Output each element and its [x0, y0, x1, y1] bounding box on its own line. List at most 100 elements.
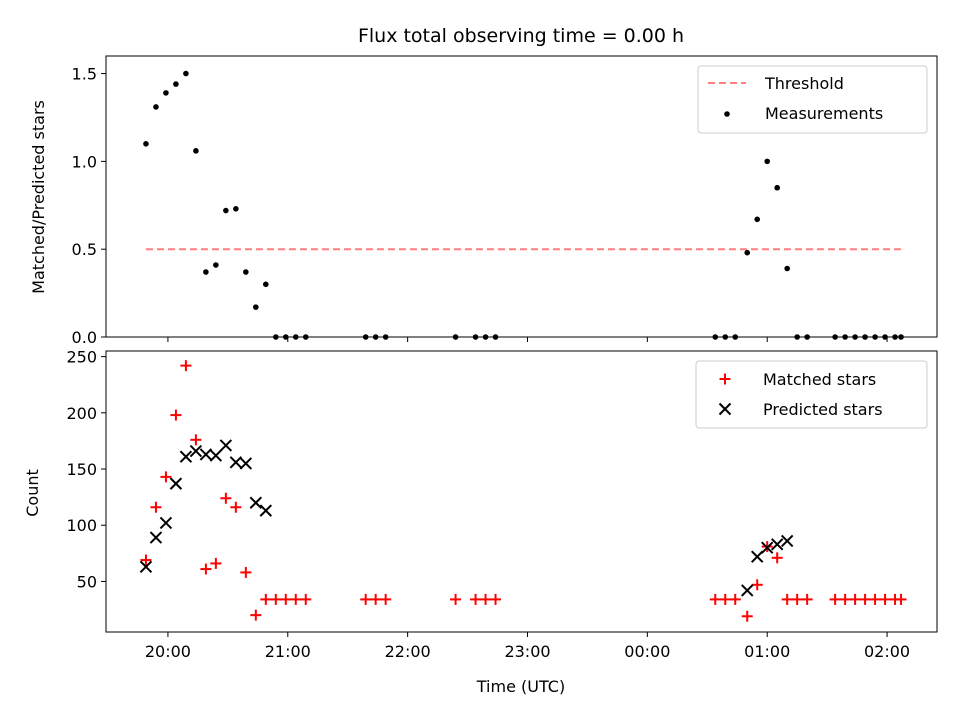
predicted-stars-point [780, 534, 794, 548]
x-tick-label: 21:00 [265, 642, 311, 661]
predicted-stars-point [229, 456, 243, 469]
matched-stars-point [829, 593, 841, 605]
measurement-point [173, 81, 179, 87]
predicted-stars-point [139, 560, 153, 574]
predicted-stars-point-b [741, 584, 754, 597]
top-y-tick-label: 0.5 [72, 240, 97, 259]
matched-stars-point [709, 593, 721, 605]
matched-stars-point [791, 593, 803, 605]
matched-stars-point [781, 593, 793, 605]
measurement-point [223, 207, 229, 214]
x-tick-label: 01:00 [744, 642, 790, 661]
predicted-stars-point-b [179, 450, 193, 463]
measurement-point [744, 249, 751, 256]
measurement-point [832, 334, 838, 340]
measurement-point [712, 334, 719, 340]
measurement-point [183, 70, 189, 77]
top-y-tick-label: 1.0 [72, 152, 97, 171]
matched-stars-point [260, 593, 272, 605]
matched-stars-point [230, 501, 242, 513]
predicted-stars-point [189, 444, 203, 458]
measurement-point [193, 148, 199, 154]
matched-stars-point [160, 471, 172, 483]
predicted-stars-point [179, 450, 193, 463]
measurement-point [143, 141, 149, 147]
x-axis-label: Time (UTC) [476, 677, 565, 696]
predicted-stars-point-b [219, 439, 233, 452]
matched-stars-point [719, 593, 731, 605]
bottom-legend-box [695, 360, 928, 429]
measurement-point [302, 334, 309, 340]
predicted-stars-point [159, 516, 173, 530]
predicted-stars-point [149, 531, 163, 544]
predicted-stars-point [209, 449, 223, 462]
measurement-point [452, 334, 459, 340]
predicted-stars-point [199, 448, 213, 461]
measurement-point [872, 334, 878, 340]
measurement-point [732, 334, 739, 340]
bottom-y-tick-label: 200 [66, 404, 97, 423]
top-y-tick-label: 1.5 [72, 65, 97, 84]
measurement-point [233, 205, 239, 212]
bottom-y-tick-label: 50 [77, 572, 97, 591]
matched-stars-point [210, 557, 222, 569]
predicted-stars-point-b [209, 449, 223, 462]
predicted-stars-point [259, 504, 273, 517]
predicted-stars-point-b [229, 456, 243, 469]
x-tick-label: 22:00 [385, 642, 431, 661]
predicted-stars-point-b [259, 504, 273, 517]
predicted-stars-point [169, 477, 183, 490]
measurement-point [382, 334, 389, 340]
legend-measurements-label: Measurements [765, 104, 883, 123]
measurement-point [862, 334, 868, 340]
measurement-point [263, 281, 269, 288]
measurement-point [243, 269, 249, 275]
matched-stars-point [220, 492, 232, 504]
measurement-point [362, 334, 369, 340]
bottom-panel: 50 100 150 200 250 20:00 21:00 22:00 23:00 00:00 0… [66, 348, 938, 661]
bottom-y-tick-label: 250 [66, 348, 97, 367]
x-tick-label: 00:00 [624, 642, 670, 661]
measurement-point [722, 334, 729, 340]
matched-stars-point [490, 593, 502, 605]
matched-stars-point [859, 593, 871, 605]
measurement-point [153, 104, 159, 110]
predicted-stars-point [751, 550, 764, 563]
measurement-point [203, 269, 209, 275]
legend-predicted-label: Predicted stars [763, 400, 883, 419]
top-legend-box [697, 65, 928, 134]
predicted-stars-point-b [780, 534, 794, 548]
measurement-point [292, 334, 299, 340]
measurement-point [272, 334, 279, 340]
measurement-point [253, 304, 259, 310]
predicted-stars-point [239, 457, 253, 470]
matched-stars-point [751, 579, 763, 591]
measurement-point [754, 216, 761, 223]
matched-stars-point [300, 593, 312, 605]
top-y-tick-label: 0.0 [72, 328, 97, 347]
matched-stars-point [849, 593, 861, 605]
measurement-point [482, 334, 489, 340]
legend-predicted-swatch-b [718, 402, 732, 416]
chart-title: Flux total observing time = 0.00 h [358, 25, 684, 47]
measurement-point [794, 334, 800, 340]
predicted-stars-point-b [239, 457, 253, 470]
predicted-stars-point-b [159, 516, 173, 530]
predicted-stars-point [249, 496, 263, 509]
matched-stars-point [771, 552, 783, 564]
matched-stars-point [150, 501, 162, 513]
x-tick-label: 20:00 [145, 642, 191, 661]
matched-stars-point [839, 593, 851, 605]
predicted-stars-point-b [139, 560, 153, 574]
predicted-stars-point-b [149, 531, 163, 544]
measurement-point [213, 262, 219, 268]
matched-stars-point [240, 566, 252, 578]
legend-threshold-label: Threshold [764, 74, 844, 93]
matched-stars-point [380, 593, 392, 605]
matched-stars-point [250, 609, 262, 621]
measurement-point [852, 334, 858, 340]
matched-stars-point [200, 563, 212, 575]
measurement-point [842, 334, 848, 340]
matched-stars-point [450, 593, 462, 605]
